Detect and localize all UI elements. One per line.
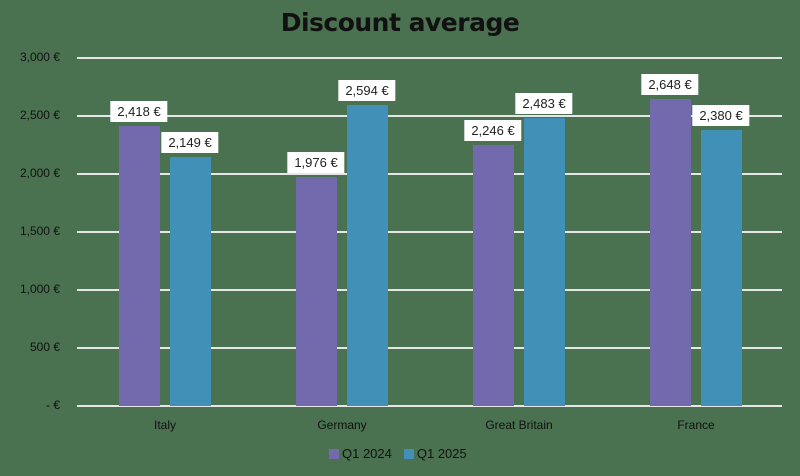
data-label: 2,149 € [161, 131, 219, 153]
y-tick-label: 500 € [29, 340, 60, 354]
y-tick-label: 1,000 € [19, 282, 60, 296]
bar [347, 105, 388, 406]
bar [524, 117, 565, 406]
data-label: 2,246 € [464, 120, 522, 142]
bar [473, 145, 514, 406]
y-tick-label: 2,000 € [19, 166, 60, 180]
gridline [77, 57, 782, 59]
y-tick-label: 2,500 € [19, 108, 60, 122]
gridline [77, 115, 782, 117]
bar [701, 129, 742, 406]
y-tick-label: 3,000 € [19, 50, 60, 64]
x-category-label: Great Britain [485, 418, 553, 432]
legend-label: Q1 2025 [416, 446, 467, 461]
y-tick-label: 1,500 € [19, 224, 60, 238]
x-category-label: Italy [153, 418, 177, 432]
gridline [77, 405, 782, 407]
gridline [77, 347, 782, 349]
gridline [77, 173, 782, 175]
data-label: 2,483 € [515, 92, 573, 114]
data-label: 1,976 € [287, 151, 345, 173]
data-label: 2,418 € [110, 100, 168, 122]
legend: Q1 2024 Q1 2025 [329, 446, 467, 461]
legend-swatch-q1-2025 [403, 448, 414, 459]
data-label: 2,594 € [338, 80, 396, 102]
legend-item-q1-2025: Q1 2025 [403, 446, 467, 461]
gridline [77, 231, 782, 233]
bar [650, 98, 691, 406]
y-tick-label: - € [45, 398, 60, 412]
legend-item-q1-2024: Q1 2024 [329, 446, 392, 461]
bar [170, 156, 211, 406]
data-label: 2,380 € [692, 104, 750, 126]
bar [296, 176, 337, 406]
chart-title: Discount average [280, 8, 520, 37]
legend-label: Q1 2024 [342, 446, 392, 461]
x-category-label: Germany [317, 418, 367, 432]
legend-swatch-q1-2024 [329, 448, 339, 459]
x-category-label: France [677, 418, 715, 432]
gridline [77, 289, 782, 291]
bar [119, 125, 160, 406]
data-label: 2,648 € [641, 73, 699, 95]
